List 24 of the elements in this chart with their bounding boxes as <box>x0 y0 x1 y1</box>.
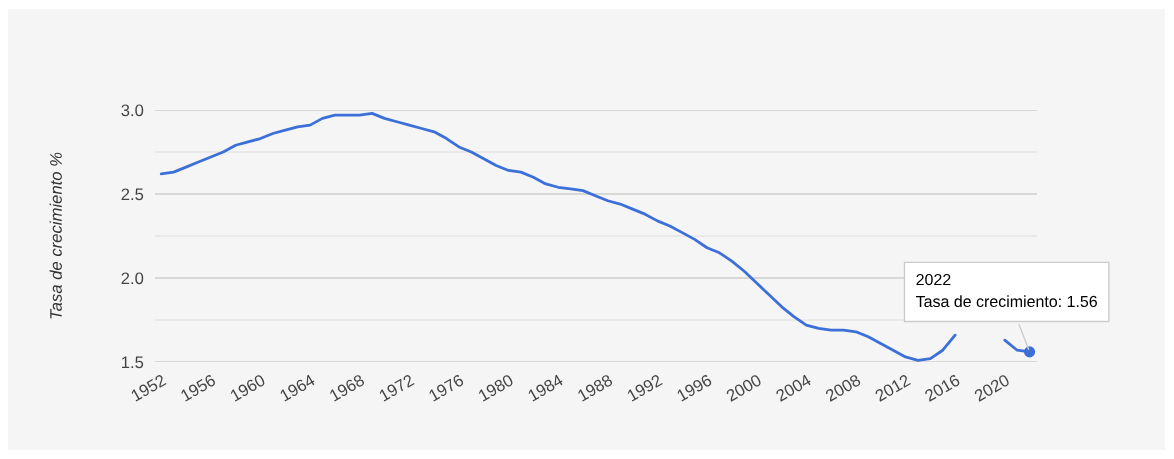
x-tick-label: 1972 <box>378 373 415 402</box>
x-tick-label: 1968 <box>328 373 366 402</box>
x-tick-label: 1964 <box>279 373 316 402</box>
y-tick-label: 3.0 <box>121 104 144 117</box>
x-tick-label: 1952 <box>130 373 167 402</box>
y-tick-label: 1.5 <box>121 356 144 369</box>
x-tick-label: 1960 <box>229 373 266 402</box>
x-tick-label: 1980 <box>477 373 515 402</box>
x-tick-label: 1988 <box>577 373 614 402</box>
x-tick-label: 1984 <box>527 373 564 402</box>
y-axis-title: Tasa de crecimiento % <box>49 152 62 319</box>
x-tick-label: 1996 <box>676 373 713 402</box>
x-tick-label: 2008 <box>824 373 862 402</box>
annotation: 2022 Tasa de crecimiento: 1.56 <box>916 273 1097 308</box>
x-tick-label: 2020 <box>973 373 1011 402</box>
x-tick-label: 1956 <box>180 373 217 402</box>
y-tick-label: 2.5 <box>121 188 144 201</box>
y-tick-label: 2.0 <box>121 272 144 285</box>
x-tick-label: 2012 <box>874 373 911 402</box>
x-tick-label: 1992 <box>626 373 663 402</box>
x-tick-label: 2000 <box>725 373 763 402</box>
x-tick-label: 2004 <box>775 373 812 402</box>
x-tick-label: 2016 <box>923 373 961 402</box>
x-tick-label: 1976 <box>428 373 465 402</box>
